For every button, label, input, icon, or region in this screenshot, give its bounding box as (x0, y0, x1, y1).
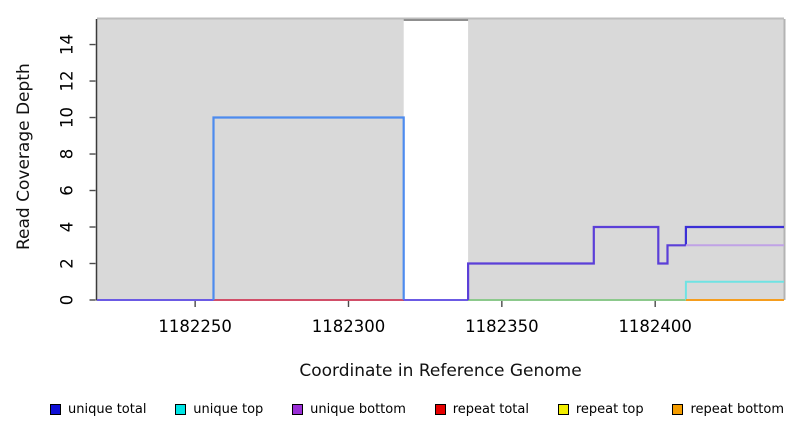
legend-label: unique top (193, 401, 264, 417)
tick-labels: 1182250 1182300 1182350 1182400 0 2 4 6 8 10 12 14 (58, 34, 692, 336)
shaded-regions (97, 19, 784, 300)
shaded-region (97, 19, 404, 300)
y-tick-label: 8 (58, 149, 77, 160)
legend-label: repeat total (452, 401, 529, 417)
x-tick-label: 1182300 (312, 317, 386, 336)
legend-swatch (175, 403, 187, 415)
y-tick-label: 14 (58, 34, 77, 55)
legend-swatch (292, 403, 304, 415)
legend-label: unique bottom (310, 401, 406, 417)
legend-swatch (50, 403, 61, 415)
y-tick-label: 12 (58, 71, 77, 92)
y-tick-label: 6 (58, 185, 77, 196)
series-unique-bottom-total-steps (467, 225, 686, 300)
series-unique-coverage-step-10 (212, 116, 405, 300)
y-tick-label: 0 (58, 295, 77, 306)
legend-label: unique total (68, 401, 147, 417)
legend-label: repeat top (575, 401, 644, 417)
legend-swatch (672, 403, 684, 415)
legend-item: repeat total (434, 401, 529, 417)
shaded-region (468, 19, 784, 300)
legend-item: unique bottom (292, 402, 406, 417)
plot-borders (97, 17, 786, 300)
legend-item: repeat top (557, 401, 644, 417)
coverage-lines (97, 116, 784, 301)
x-tick-label: 1182400 (618, 317, 692, 336)
x-tick-label: 1182250 (158, 317, 232, 336)
y-tick-label: 4 (58, 222, 77, 233)
series-unique-total-right (684, 225, 784, 246)
legend-label: repeat bottom (690, 401, 784, 417)
legend-swatch (557, 403, 569, 415)
legend-item: unique top (175, 402, 263, 417)
y-tick-label: 10 (58, 107, 77, 128)
y-tick-label: 2 (58, 258, 77, 269)
legend: unique total unique top unique bottom repea… (50, 398, 784, 420)
x-axis-label: Coordinate in Reference Genome (299, 361, 582, 381)
series-unique-top-right (684, 280, 784, 300)
legend-swatch (434, 403, 446, 415)
x-tick-label: 1182350 (465, 317, 539, 336)
legend-item: repeat bottom (672, 402, 784, 417)
legend-item: unique total (50, 402, 146, 417)
y-axis-label: Read Coverage Depth (14, 63, 34, 250)
